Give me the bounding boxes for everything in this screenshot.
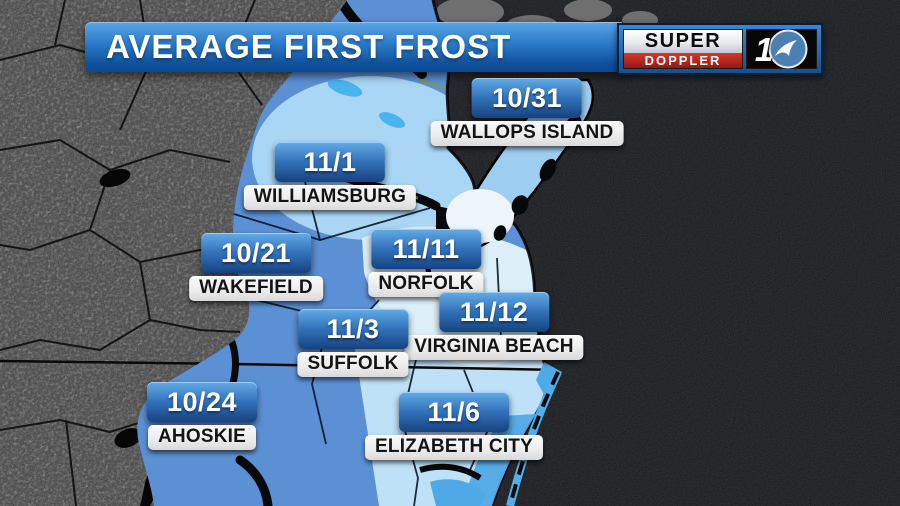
logo-channel-panel: 1 [746, 29, 817, 69]
frost-date: 11/12 [459, 296, 529, 327]
state-line-west [0, 359, 235, 366]
logo-super-text: SUPER [644, 30, 722, 52]
frost-date: 10/21 [220, 237, 292, 268]
city-label: SUFFOLK [297, 352, 409, 377]
city-name: AHOSKIE [158, 426, 246, 447]
frost-date-badge: 11/11 [371, 229, 481, 269]
frost-date: 11/11 [392, 233, 460, 264]
station-norfolk: 11/11 NORFOLK [368, 229, 484, 297]
city-label: WAKEFIELD [189, 276, 323, 301]
station-williamsburg: 11/1 WILLIAMSBURG [243, 142, 417, 210]
logo-channel-digit: 1 [754, 30, 774, 68]
frost-date-badge: 11/1 [275, 142, 385, 182]
gray-area-rivers [99, 168, 156, 506]
city-name: NORFOLK [378, 273, 474, 294]
logo-super-panel: SUPER [623, 29, 743, 53]
frost-date-badge: 10/31 [472, 78, 582, 118]
frost-date: 10/24 [166, 386, 238, 417]
city-label: WILLIAMSBURG [243, 185, 417, 210]
city-name: VIRGINIA BEACH [414, 336, 574, 357]
logo-doppler-panel: DOPPLER [623, 53, 743, 69]
city-label: NORFOLK [368, 272, 484, 297]
frost-date-badge: 11/12 [438, 292, 549, 332]
city-label: AHOSKIE [148, 425, 256, 450]
frost-date: 11/1 [303, 146, 357, 177]
frost-date: 11/6 [427, 396, 481, 427]
city-label: VIRGINIA BEACH [404, 335, 584, 360]
city-name: WILLIAMSBURG [253, 186, 407, 207]
station-virginia-beach: 11/12 VIRGINIA BEACH [404, 292, 584, 360]
frost-date-badge: 10/24 [147, 382, 257, 422]
frost-date-badge: 11/3 [298, 309, 408, 349]
page-title: AVERAGE FIRST FROST [106, 28, 512, 65]
frost-date: 11/3 [326, 313, 380, 344]
city-name: WAKEFIELD [199, 277, 313, 298]
inland-water [327, 79, 406, 128]
frost-date-badge: 11/6 [399, 392, 509, 432]
frost-date: 10/31 [491, 82, 563, 113]
logo-doppler-text: DOPPLER [644, 53, 722, 68]
station-wakefield: 10/21 WAKEFIELD [189, 233, 323, 301]
wave-circle-icon [768, 29, 808, 69]
station-elizabeth-city: 11/6 ELIZABETH CITY [365, 392, 543, 460]
station-wallops-island: 10/31 WALLOPS ISLAND [430, 78, 624, 146]
frost-date-badge: 10/21 [201, 233, 311, 273]
city-name: ELIZABETH CITY [375, 436, 533, 457]
city-label: ELIZABETH CITY [365, 435, 543, 460]
city-name: SUFFOLK [307, 353, 399, 374]
city-name: WALLOPS ISLAND [440, 122, 614, 143]
logo-text-block: SUPER DOPPLER [623, 29, 743, 69]
station-logo: SUPER DOPPLER 1 [617, 23, 823, 75]
city-label: WALLOPS ISLAND [430, 121, 624, 146]
title-banner: AVERAGE FIRST FROST [85, 22, 622, 72]
station-ahoskie: 10/24 AHOSKIE [147, 382, 257, 450]
station-suffolk: 11/3 SUFFOLK [297, 309, 409, 377]
